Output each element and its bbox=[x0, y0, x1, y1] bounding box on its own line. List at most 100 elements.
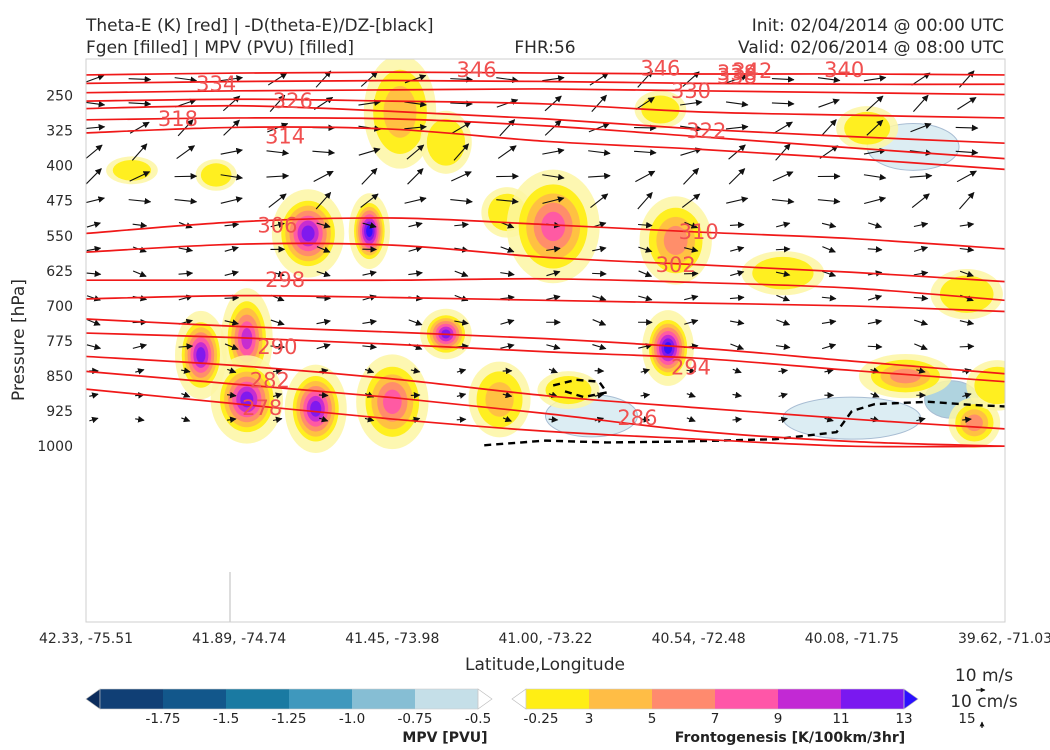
wind-arrow bbox=[959, 343, 975, 350]
frontogenesis-colorbar-label: Frontogenesis [K/100km/3hr] bbox=[675, 730, 905, 746]
theta-e-contour-label: 302 bbox=[656, 253, 696, 277]
wind-arrow bbox=[686, 391, 696, 398]
wind-arrow bbox=[406, 144, 425, 160]
wind-arrow bbox=[959, 191, 975, 210]
wind-arrow bbox=[131, 143, 148, 161]
wind-arrow bbox=[962, 392, 972, 399]
wind-arrow bbox=[822, 343, 837, 350]
x-tick-label: 41.89, -74.74 bbox=[192, 631, 286, 647]
wind-arrow bbox=[728, 168, 746, 185]
wind-arrow bbox=[86, 270, 102, 278]
wind-arrow bbox=[316, 318, 331, 326]
wind-arrow bbox=[500, 221, 515, 229]
wind-arrow bbox=[267, 72, 288, 86]
theta-e-contour-label: 338 bbox=[717, 64, 757, 88]
wind-arrow bbox=[771, 100, 795, 107]
wind-arrow bbox=[638, 343, 653, 350]
wind-arrow bbox=[729, 319, 745, 326]
wind-arrow bbox=[640, 416, 651, 423]
wind-arrow bbox=[778, 416, 788, 424]
colorbar-tick-label: -0.25 bbox=[524, 711, 559, 727]
wind-arrow bbox=[959, 246, 975, 253]
colorbar-segment bbox=[778, 689, 841, 709]
fgen-cell bbox=[537, 371, 600, 410]
wind-arrow bbox=[181, 415, 191, 423]
theta-e-contour-label: 338 bbox=[717, 61, 757, 85]
wind-arrow bbox=[686, 367, 697, 374]
wind-arrow bbox=[588, 172, 611, 180]
theta-e-contour bbox=[86, 242, 1005, 283]
wind-arrow bbox=[822, 246, 836, 253]
wind-arrow bbox=[224, 343, 239, 351]
theta-e-contour-label: 346 bbox=[457, 58, 497, 82]
wind-arrow bbox=[546, 270, 561, 277]
y-tick-label: 625 bbox=[46, 264, 73, 280]
theta-e-contour-label: 346 bbox=[640, 56, 680, 80]
fgen-level bbox=[664, 342, 673, 354]
wind-arrow bbox=[821, 318, 837, 326]
wind-arrow bbox=[450, 76, 473, 83]
ddz-dashed-contours bbox=[484, 378, 1005, 447]
wind-arrow bbox=[129, 171, 151, 182]
wind-arrow bbox=[358, 99, 381, 106]
wind-arrow bbox=[726, 196, 749, 204]
wind-arrow bbox=[502, 391, 513, 399]
x-tick-label: 41.45, -73.98 bbox=[345, 631, 439, 647]
wind-arrow bbox=[410, 367, 421, 374]
frontogenesis-filled-layer bbox=[106, 59, 1005, 453]
title-left-line2: Fgen [filled] | MPV (PVU) [filled] bbox=[86, 38, 354, 58]
colorbar-segment bbox=[226, 689, 289, 709]
wind-arrow bbox=[914, 343, 928, 351]
y-tick-label: 325 bbox=[46, 124, 73, 140]
wind-arrow bbox=[174, 76, 198, 84]
wind-arrow bbox=[358, 147, 381, 156]
colorbar-segment bbox=[589, 689, 652, 709]
colorbar-tick-label: 13 bbox=[895, 711, 912, 727]
theta-e-contour-label: 294 bbox=[671, 356, 711, 380]
wind-arrow bbox=[913, 221, 929, 229]
wind-scale-vertical: 10 cm/s bbox=[950, 692, 1018, 712]
wind-arrow bbox=[316, 294, 332, 302]
theta-e-contour-label: 314 bbox=[265, 125, 305, 149]
wind-arrow bbox=[548, 416, 559, 423]
wind-arrow bbox=[500, 294, 515, 302]
wind-arrow bbox=[588, 122, 610, 133]
wind-arrow bbox=[592, 295, 607, 302]
title-left-line1: Theta-E (K) [red] | -D(theta-E)/DZ-[blac… bbox=[85, 16, 434, 36]
colorbar-tick-label: -1.75 bbox=[146, 711, 181, 727]
wind-arrow bbox=[824, 415, 834, 423]
wind-arrow bbox=[227, 367, 237, 374]
wind-arrow bbox=[270, 343, 286, 350]
colorbar-segment bbox=[100, 689, 163, 709]
wind-arrow bbox=[592, 343, 607, 351]
wind-arrow bbox=[817, 76, 841, 84]
wind-arrow bbox=[542, 196, 565, 204]
wind-arrow bbox=[313, 170, 334, 183]
wind-arrow bbox=[450, 197, 473, 205]
wind-arrow bbox=[86, 74, 105, 83]
wind-arrow bbox=[870, 391, 880, 398]
fgen-level bbox=[965, 414, 983, 432]
wind-arrow bbox=[778, 367, 789, 375]
wind-arrow bbox=[776, 319, 791, 326]
wind-arrow bbox=[546, 343, 561, 351]
x-tick-label: 39.62, -71.03 bbox=[958, 631, 1050, 647]
wind-arrow bbox=[224, 319, 239, 326]
theta-e-contour-label: 306 bbox=[257, 213, 297, 237]
wind-arrow bbox=[176, 145, 196, 159]
wind-arrow bbox=[913, 294, 929, 302]
wind-arrow bbox=[913, 319, 929, 326]
colorbar-tick-label: 15 bbox=[958, 711, 975, 727]
wind-arrow bbox=[640, 392, 651, 399]
wind-arrow bbox=[408, 221, 423, 228]
wind-arrow bbox=[822, 270, 837, 278]
wind-arrow bbox=[128, 197, 152, 205]
wind-arrow bbox=[730, 270, 745, 277]
wind-arrow bbox=[821, 222, 837, 229]
wind-arrow bbox=[684, 221, 699, 229]
wind-arrow bbox=[592, 270, 607, 277]
wind-arrow bbox=[771, 197, 795, 205]
wind-arrow bbox=[270, 319, 285, 326]
wind-arrow bbox=[454, 270, 469, 278]
